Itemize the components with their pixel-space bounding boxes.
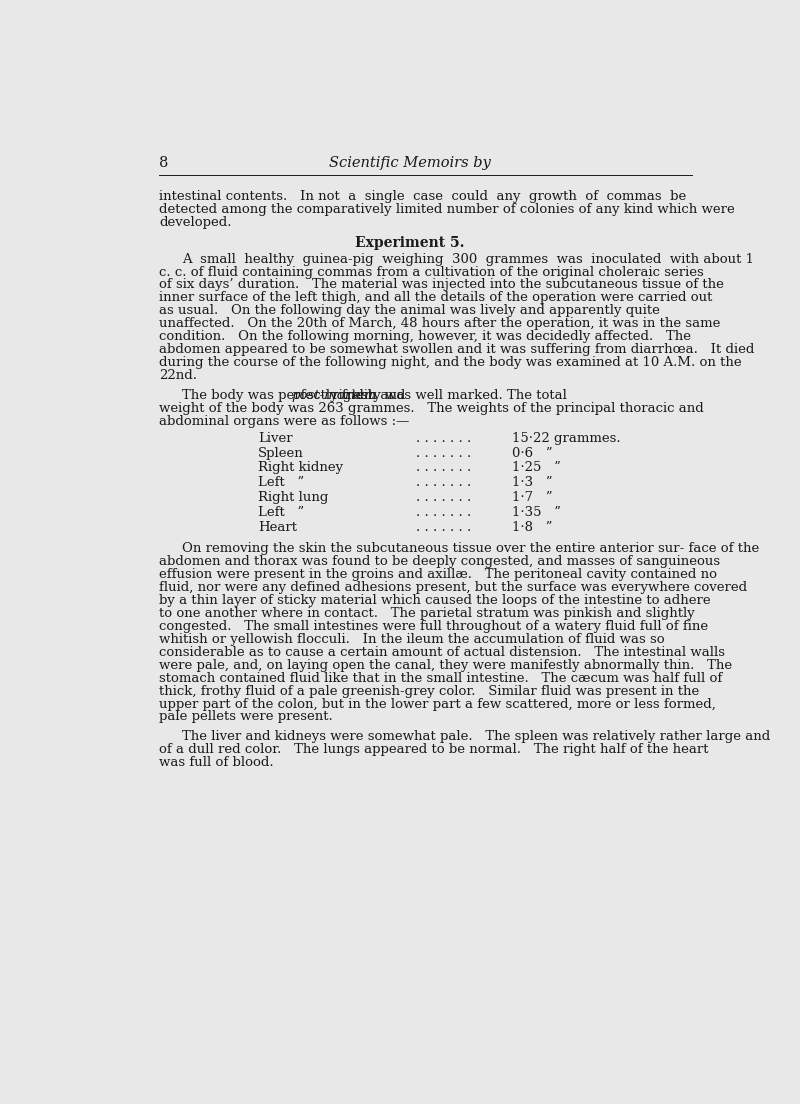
Text: thick, frothy fluid of a pale greenish-grey color.   Similar fluid was present i: thick, frothy fluid of a pale greenish-g…	[159, 684, 699, 698]
Text: The body was perfectly fresh and: The body was perfectly fresh and	[182, 389, 410, 402]
Text: 1·7   ”: 1·7 ”	[512, 491, 553, 505]
Text: abdomen and thorax was found to be deeply congested, and masses of sanguineous: abdomen and thorax was found to be deepl…	[159, 555, 720, 569]
Text: . . . . . . .: . . . . . . .	[417, 491, 472, 505]
Text: Right lung: Right lung	[258, 491, 329, 505]
Text: 15·22 grammes.: 15·22 grammes.	[512, 432, 621, 445]
Text: upper part of the colon, but in the lower part a few scattered, more or less for: upper part of the colon, but in the lowe…	[159, 698, 716, 711]
Text: by a thin layer of sticky material which caused the loops of the intestine to ad: by a thin layer of sticky material which…	[159, 594, 710, 607]
Text: 0·6   ”: 0·6 ”	[512, 446, 553, 459]
Text: Spleen: Spleen	[258, 446, 304, 459]
Text: Scientific Memoirs by: Scientific Memoirs by	[329, 157, 491, 170]
Text: were pale, and, on laying open the canal, they were manifestly abnormally thin. : were pale, and, on laying open the canal…	[159, 659, 732, 671]
Text: 22nd.: 22nd.	[159, 369, 197, 382]
Text: . . . . . . .: . . . . . . .	[417, 506, 472, 519]
Text: fluid, nor were any defined adhesions present, but the surface was everywhere co: fluid, nor were any defined adhesions pr…	[159, 581, 747, 594]
Text: . . . . . . .: . . . . . . .	[417, 432, 472, 445]
Text: . . . . . . .: . . . . . . .	[417, 476, 472, 489]
Text: of a dull red color.   The lungs appeared to be normal.   The right half of the : of a dull red color. The lungs appeared …	[159, 743, 709, 756]
Text: to one another where in contact.   The parietal stratum was pinkish and slightly: to one another where in contact. The par…	[159, 607, 694, 620]
Text: 1·25   ”: 1·25 ”	[512, 461, 561, 475]
Text: A  small  healthy  guinea-pig  weighing  300  grammes  was  inoculated  with abo: A small healthy guinea-pig weighing 300 …	[182, 253, 754, 266]
Text: Right kidney: Right kidney	[258, 461, 343, 475]
Text: during the course of the following night, and the body was examined at 10 A.M. o: during the course of the following night…	[159, 355, 742, 369]
Text: developed.: developed.	[159, 216, 231, 230]
Text: rigidity was well marked. The total: rigidity was well marked. The total	[329, 389, 567, 402]
Text: pale pellets were present.: pale pellets were present.	[159, 711, 333, 723]
Text: unaffected.   On the 20th of March, 48 hours after the operation, it was in the : unaffected. On the 20th of March, 48 hou…	[159, 317, 720, 330]
Text: of six days’ duration.   The material was injected into the subcutaneous tissue : of six days’ duration. The material was …	[159, 278, 724, 291]
Text: c. c. of fluid containing commas from a cultivation of the original choleraic se: c. c. of fluid containing commas from a …	[159, 266, 704, 278]
Text: Heart: Heart	[258, 521, 297, 534]
Text: intestinal contents.   In not  a  single  case  could  any  growth  of  commas  : intestinal contents. In not a single cas…	[159, 190, 686, 203]
Text: as usual.   On the following day the animal was lively and apparently quite: as usual. On the following day the anima…	[159, 305, 660, 317]
Text: . . . . . . .: . . . . . . .	[417, 446, 472, 459]
Text: On removing the skin the subcutaneous tissue over the entire anterior sur- face : On removing the skin the subcutaneous ti…	[182, 542, 760, 555]
Text: 8: 8	[159, 157, 168, 170]
Text: whitish or yellowish flocculi.   In the ileum the accumulation of fluid was so: whitish or yellowish flocculi. In the il…	[159, 633, 665, 646]
Text: Experiment 5.: Experiment 5.	[355, 236, 465, 250]
Text: The liver and kidneys were somewhat pale.   The spleen was relatively rather lar: The liver and kidneys were somewhat pale…	[182, 730, 770, 743]
Text: was full of blood.: was full of blood.	[159, 756, 274, 769]
Text: 1·8   ”: 1·8 ”	[512, 521, 553, 534]
Text: post-mortem: post-mortem	[292, 389, 378, 402]
Text: weight of the body was 263 grammes.   The weights of the principal thoracic and: weight of the body was 263 grammes. The …	[159, 402, 704, 415]
Text: inner surface of the left thigh, and all the details of the operation were carri: inner surface of the left thigh, and all…	[159, 291, 712, 305]
Text: Liver: Liver	[258, 432, 293, 445]
Text: Left   ”: Left ”	[258, 476, 304, 489]
Text: 1·3   ”: 1·3 ”	[512, 476, 553, 489]
Text: . . . . . . .: . . . . . . .	[417, 521, 472, 534]
Text: stomach contained fluid like that in the small intestine.   The cæcum was half f: stomach contained fluid like that in the…	[159, 671, 722, 684]
Text: Left   ”: Left ”	[258, 506, 304, 519]
Text: congested.   The small intestines were full throughout of a watery fluid full of: congested. The small intestines were ful…	[159, 620, 708, 633]
Text: effusion were present in the groins and axillæ.   The peritoneal cavity containe: effusion were present in the groins and …	[159, 569, 717, 582]
Text: abdomen appeared to be somewhat swollen and it was suffering from diarrhœa.   It: abdomen appeared to be somewhat swollen …	[159, 343, 754, 357]
Text: . . . . . . .: . . . . . . .	[417, 461, 472, 475]
Text: considerable as to cause a certain amount of actual distension.   The intestinal: considerable as to cause a certain amoun…	[159, 646, 725, 659]
Text: 1·35   ”: 1·35 ”	[512, 506, 562, 519]
Text: condition.   On the following morning, however, it was decidedly affected.   The: condition. On the following morning, how…	[159, 330, 691, 343]
Text: abdominal organs were as follows :—: abdominal organs were as follows :—	[159, 414, 410, 427]
Text: detected among the comparatively limited number of colonies of any kind which we: detected among the comparatively limited…	[159, 203, 734, 216]
